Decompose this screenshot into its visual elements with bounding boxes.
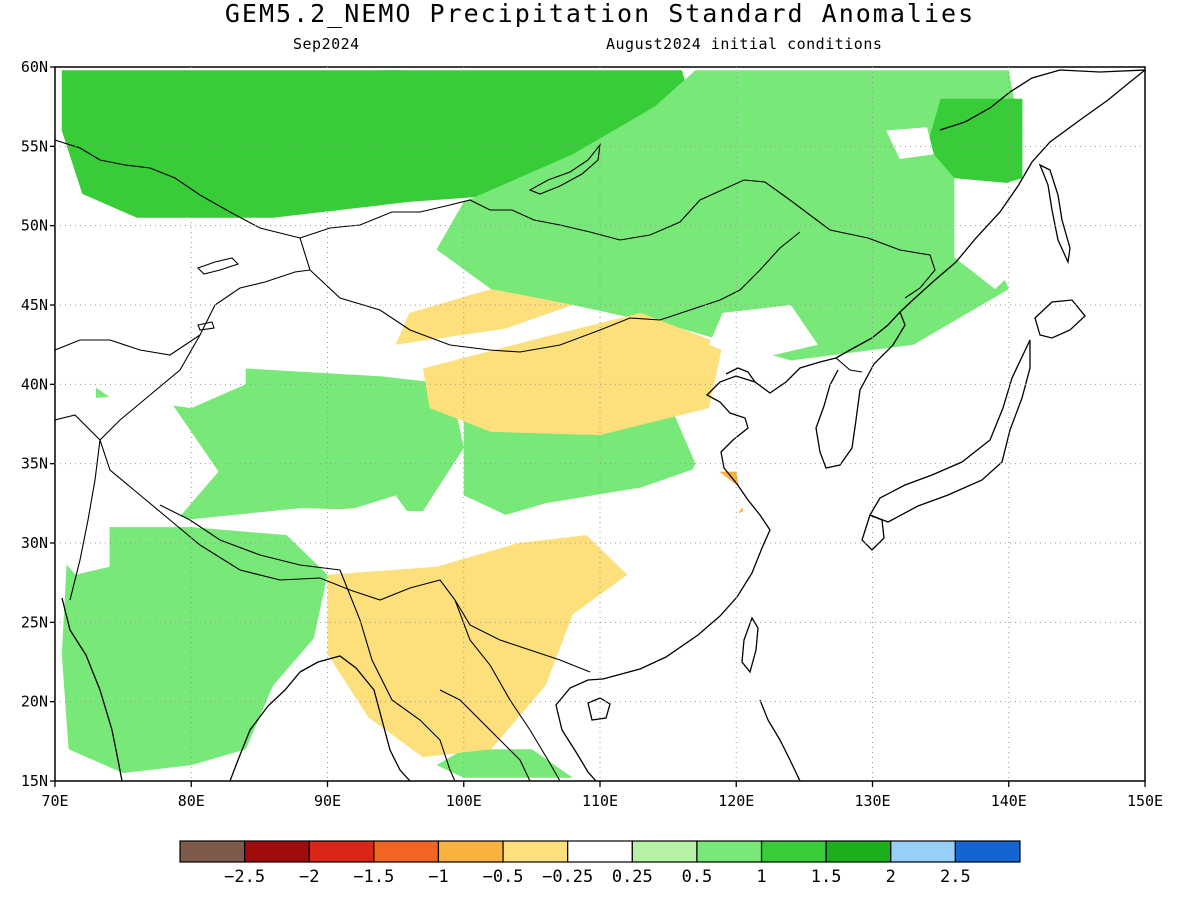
lake-balkhash [196,257,240,275]
tick-label-lon-90: 90E [314,792,341,810]
island-hokkaido [1034,299,1086,339]
border-layer [55,139,936,781]
tick-label-lat-15: 15N [21,772,48,790]
colorbar-label-11: 2.5 [940,867,971,887]
anomaly-region-37 [68,392,219,520]
anomaly-region-44 [954,178,1030,290]
border-myanmar [339,569,456,781]
tick-label-lat-45: 45N [21,296,48,314]
tick-label-lon-130: 130E [854,792,890,810]
tick-label-lon-120: 120E [718,792,754,810]
border-mongolia-china-south [299,231,801,353]
colorbar-label-6: 0.25 [612,867,653,887]
colorbar-swatch-2 [308,840,375,863]
border-laos-vietnam [454,599,561,781]
island-hainan [587,697,611,721]
colorbar-label-3: −1 [428,867,448,887]
colorbar: −2.5 −2 −1.5 −1 −0.5 −0.25 0.25 0.5 1 1.5 2 2.5 [179,840,1021,887]
tick-label-lon-80: 80E [178,792,205,810]
tick-label-lat-25: 25N [21,613,48,631]
colorbar-label-1: −2 [299,867,319,887]
anomaly-region-22 [61,527,328,774]
colorbar-label-7: 0.5 [682,867,713,887]
tick-label-lat-40: 40N [21,375,48,393]
coastline-east-china [602,357,837,680]
tick-label-lon-70: 70E [41,792,68,810]
colorbar-label-4: −0.5 [483,867,524,887]
colorbar-label-2: −1.5 [353,867,394,887]
border-pakistan-india [69,439,101,601]
border-korea-china [835,357,863,373]
colorbar-swatch-10 [825,840,892,863]
initial-conditions: August2024 initial conditions [606,35,883,53]
border-china-west [99,334,591,673]
tick-label-lat-20: 20N [21,693,48,711]
island-taiwan [741,616,759,674]
anomaly-region-8 [436,70,1023,361]
coastline-india-west [61,597,123,781]
tick-label-lat-35: 35N [21,455,48,473]
lake-baikal [528,143,601,195]
tick-label-lat-30: 30N [21,534,48,552]
coastline-indochina [555,678,604,781]
coastline-bay-of-bengal [299,655,411,781]
lat-lon-gridlines [55,67,1145,781]
colorbar-label-0: −2.5 [224,867,265,887]
colorbar-label-5: −0.25 [542,867,593,887]
colorbar-swatch-6 [567,840,633,863]
anomaly-region-45 [709,305,818,361]
colorbar-swatch-0 [179,840,246,863]
anomaly-region-38 [61,257,246,409]
colorbar-swatch-1 [244,840,310,863]
forecast-month: Sep2024 [293,35,360,53]
border-kazakhstan-russia [55,139,301,239]
tick-label-lon-140: 140E [991,792,1027,810]
colorbar-swatch-7 [631,840,698,863]
axis-tick-labels: 70E 80E 90E 100E 110E 120E 130E 140E 150E 15N 20N 2… [21,58,1163,810]
border-afghanistan [55,414,101,441]
map-title: GEM5.2_NEMO Precipitation Standard Anoma… [224,0,976,28]
anomaly-region-40 [395,289,573,345]
island-kyushu [861,514,885,551]
anomaly-region-43 [886,127,934,159]
coastline-okhotsk [939,69,1145,131]
border-china-mongolia [299,179,936,299]
coastline-layer [61,69,1145,781]
anomaly-region-27 [422,312,723,436]
colorbar-label-10: 2 [886,867,896,887]
border-himalaya [159,504,341,571]
colorbar-swatch-5 [502,840,569,863]
anomaly-region-33 [327,535,628,758]
tick-label-lat-60: 60N [21,58,48,76]
colorbar-swatch-8 [696,840,763,863]
coastline-russia-pacific [899,69,1145,313]
coastline-korea [815,310,906,469]
anomaly-region-23 [436,749,573,778]
anomaly-region-9 [927,98,1023,194]
border-thailand [439,689,531,781]
colorbar-swatch-4 [437,840,504,863]
coastline-philippines [759,699,801,781]
anomaly-region-41 [61,519,110,575]
colorbar-swatch-12 [954,840,1021,863]
tick-label-lat-50: 50N [21,217,48,235]
tick-label-lat-55: 55N [21,137,48,155]
island-honshu [869,339,1031,523]
island-sakhalin [1038,163,1071,265]
anomaly-region-39 [273,495,410,531]
lake-issyk-kul [197,321,215,331]
coastline-india-east [229,671,301,781]
tick-label-lon-110: 110E [582,792,618,810]
colorbar-swatch-9 [760,840,827,863]
anomaly-fill-layer [61,70,1030,778]
colorbar-label-8: 1 [756,867,766,887]
colorbar-label-9: 1.5 [811,867,842,887]
tick-label-lon-150: 150E [1127,792,1163,810]
coastline-bohai [725,367,756,383]
tick-label-lon-100: 100E [446,792,482,810]
colorbar-swatch-11 [890,840,956,863]
colorbar-swatch-3 [373,840,440,863]
